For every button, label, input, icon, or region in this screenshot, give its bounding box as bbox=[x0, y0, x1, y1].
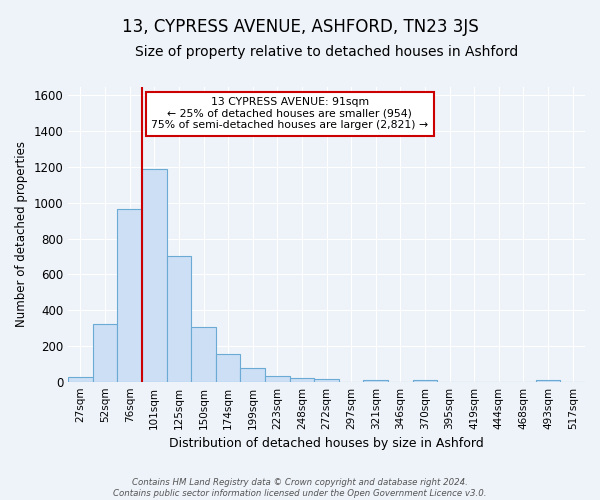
Bar bbox=[118, 209, 142, 382]
Bar bbox=[191, 327, 216, 382]
X-axis label: Distribution of detached houses by size in Ashford: Distribution of detached houses by size … bbox=[169, 437, 484, 450]
Bar bbox=[314, 380, 339, 382]
Bar bbox=[536, 380, 560, 382]
Bar bbox=[68, 377, 93, 382]
Bar bbox=[216, 354, 241, 382]
Text: 13, CYPRESS AVENUE, ASHFORD, TN23 3JS: 13, CYPRESS AVENUE, ASHFORD, TN23 3JS bbox=[122, 18, 478, 36]
Text: 13 CYPRESS AVENUE: 91sqm
← 25% of detached houses are smaller (954)
75% of semi-: 13 CYPRESS AVENUE: 91sqm ← 25% of detach… bbox=[151, 98, 428, 130]
Bar bbox=[241, 368, 265, 382]
Bar bbox=[167, 256, 191, 382]
Y-axis label: Number of detached properties: Number of detached properties bbox=[15, 141, 28, 327]
Text: Contains HM Land Registry data © Crown copyright and database right 2024.
Contai: Contains HM Land Registry data © Crown c… bbox=[113, 478, 487, 498]
Title: Size of property relative to detached houses in Ashford: Size of property relative to detached ho… bbox=[135, 45, 518, 59]
Bar bbox=[93, 324, 118, 382]
Bar bbox=[413, 380, 437, 382]
Bar bbox=[265, 376, 290, 382]
Bar bbox=[364, 380, 388, 382]
Bar bbox=[290, 378, 314, 382]
Bar bbox=[142, 169, 167, 382]
